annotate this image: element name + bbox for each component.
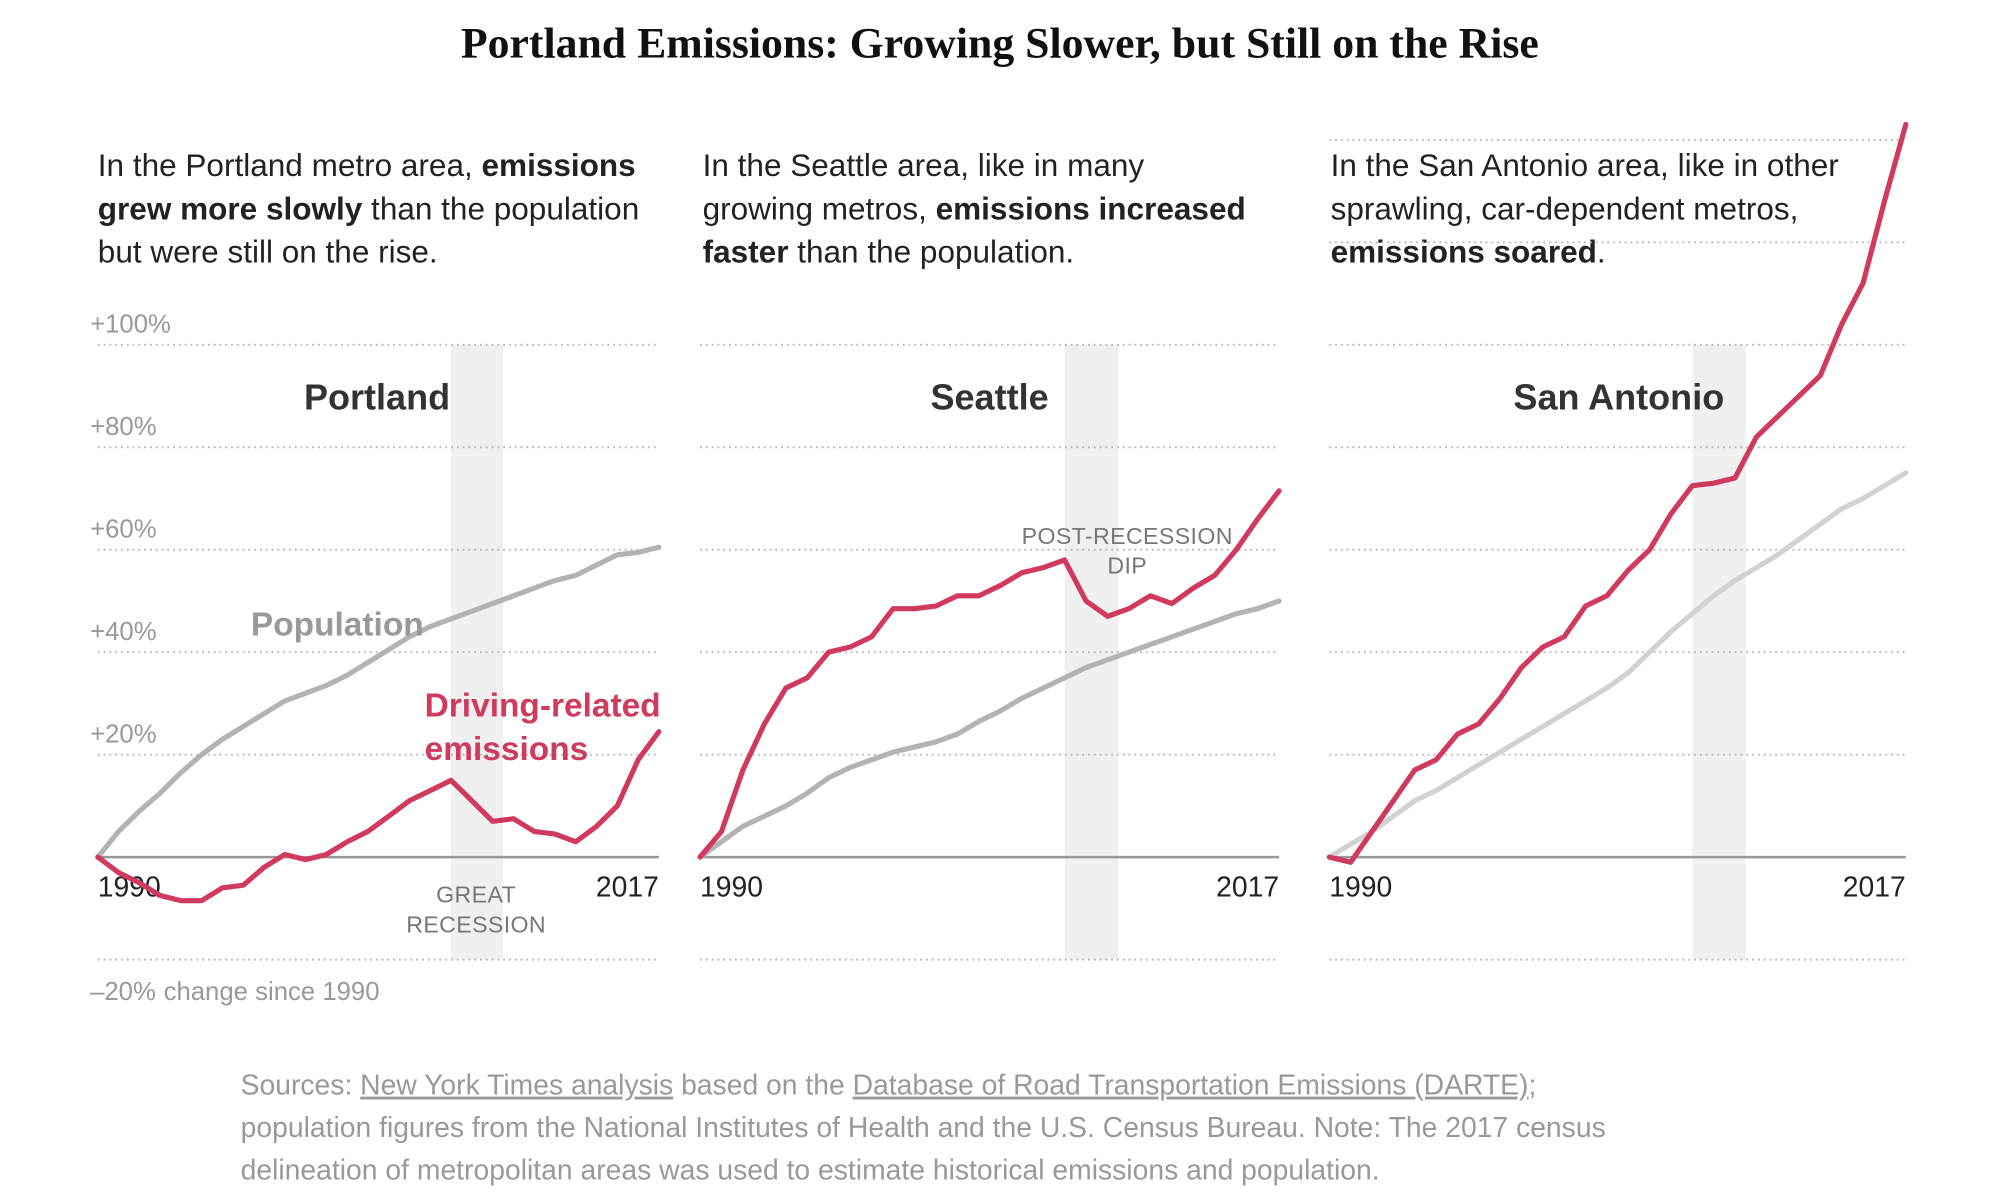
y-tick-label: +60% xyxy=(90,515,157,543)
intro-text-segment: than the population xyxy=(362,190,639,226)
intro-text: faster than the population. xyxy=(703,233,1075,269)
y-tick-label: +20% xyxy=(90,720,157,748)
intro-text-segment: faster xyxy=(703,233,789,269)
x-tick-label: 2017 xyxy=(1216,870,1279,902)
y-tick-label: +100% xyxy=(90,310,171,338)
x-tick-label: 1990 xyxy=(700,870,763,902)
series-line xyxy=(95,729,662,904)
source-note: delineation of metropolitan areas was us… xyxy=(241,1154,1380,1186)
y-tick-label: –20% change since 1990 xyxy=(90,978,379,1006)
y-tick-label: +100% xyxy=(90,310,171,338)
series-line xyxy=(697,488,1282,860)
source-note: Sources: New York Times analysis based o… xyxy=(241,1069,1537,1101)
recession-band xyxy=(1064,344,1119,960)
intro-text-segment: . xyxy=(1597,233,1606,269)
intro-text: growing metros, emissions increased xyxy=(703,190,1246,226)
chart-title: Seattle xyxy=(930,377,1048,418)
intro-text-segment: In the Seattle area, like in many xyxy=(703,147,1145,183)
intro-text-segment: emissions increased xyxy=(936,190,1246,226)
annotation: GREAT xyxy=(436,882,516,908)
source-note-segment: ; xyxy=(1529,1069,1537,1101)
series-line xyxy=(1326,121,1909,865)
annotation: POST-RECESSION xyxy=(1022,523,1233,549)
y-tick-label: +40% xyxy=(90,618,157,646)
intro-text: emissions soared. xyxy=(1331,233,1606,269)
source-note-segment[interactable]: New York Times analysis xyxy=(360,1069,673,1101)
x-tick-label: 2017 xyxy=(1843,870,1906,902)
source-note-segment: population figures from the National Ins… xyxy=(241,1111,1606,1143)
intro-text: grew more slowly than the population xyxy=(98,190,639,226)
intro-text: In the Seattle area, like in many xyxy=(703,147,1145,183)
intro-text: but were still on the rise. xyxy=(98,233,438,269)
source-note-segment: Sources: xyxy=(241,1069,361,1101)
series-line xyxy=(95,544,662,860)
intro-text: In the San Antonio area, like in other xyxy=(1331,147,1839,183)
series-label: Population xyxy=(251,606,424,643)
chart-title: San Antonio xyxy=(1513,377,1724,418)
chart-title: Portland xyxy=(304,377,450,418)
intro-text-segment: In the San Antonio area, like in other xyxy=(1331,147,1839,183)
y-tick-label: +40% xyxy=(90,618,157,646)
y-tick-label: +80% xyxy=(90,413,157,441)
y-tick-label: +60% xyxy=(90,515,157,543)
source-note-segment[interactable]: Database of Road Transportation Emission… xyxy=(853,1069,1529,1101)
intro-text-segment: than the population. xyxy=(788,233,1074,269)
y-tick-label: +20% xyxy=(90,720,157,748)
y-tick-label: –20% xyxy=(90,978,156,1006)
series-label-line: emissions xyxy=(425,731,589,768)
y-axis-note: change since 1990 xyxy=(164,978,380,1006)
intro-text-segment: sprawling, car-dependent metros, xyxy=(1331,190,1799,226)
source-note: population figures from the National Ins… xyxy=(241,1111,1606,1143)
intro-text-segment: In the Portland metro area, xyxy=(98,147,482,183)
intro-text: In the Portland metro area, emissions xyxy=(98,147,636,183)
x-tick-label: 2017 xyxy=(596,870,659,902)
recession-band xyxy=(451,344,504,960)
intro-text-segment: emissions soared xyxy=(1331,233,1597,269)
intro-text-segment: grew more slowly xyxy=(98,190,363,226)
intro-text-segment: emissions xyxy=(482,147,636,183)
x-tick-label: 1990 xyxy=(1329,870,1392,902)
intro-text-segment: but were still on the rise. xyxy=(98,233,438,269)
series-line xyxy=(697,598,1282,860)
series-line xyxy=(1326,470,1909,860)
annotation: RECESSION xyxy=(406,911,546,937)
intro-text-segment: growing metros, xyxy=(703,190,936,226)
page-title: Portland Emissions: Growing Slower, but … xyxy=(461,20,1539,68)
series-label: Driving-related emissions xyxy=(425,687,661,768)
source-note-segment: delineation of metropolitan areas was us… xyxy=(241,1154,1380,1186)
annotation: DIP xyxy=(1107,552,1147,578)
intro-text: sprawling, car-dependent metros, xyxy=(1331,190,1799,226)
y-tick-label: +80% xyxy=(90,413,157,441)
series-label-line: Driving-related xyxy=(425,687,661,724)
source-note-segment: based on the xyxy=(673,1069,852,1101)
